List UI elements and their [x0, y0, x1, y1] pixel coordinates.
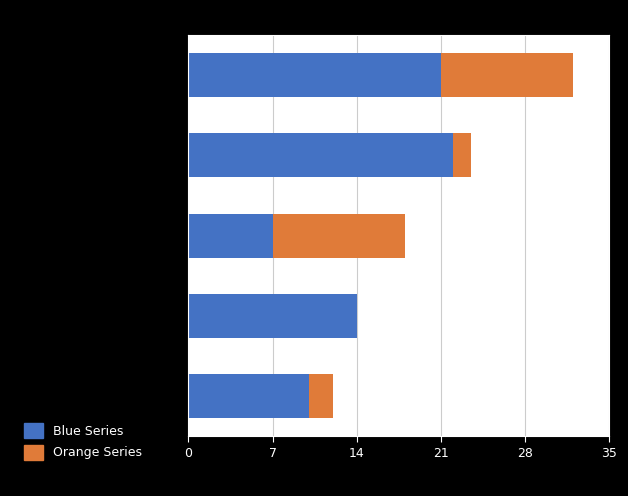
Bar — [188, 374, 308, 418]
Bar — [188, 53, 441, 97]
Legend: Blue Series, Orange Series: Blue Series, Orange Series — [19, 418, 146, 465]
Bar — [273, 213, 405, 258]
Bar — [188, 133, 453, 178]
Bar — [188, 294, 357, 338]
Bar — [188, 213, 273, 258]
Bar — [453, 133, 471, 178]
Bar — [441, 53, 573, 97]
Bar — [308, 374, 333, 418]
